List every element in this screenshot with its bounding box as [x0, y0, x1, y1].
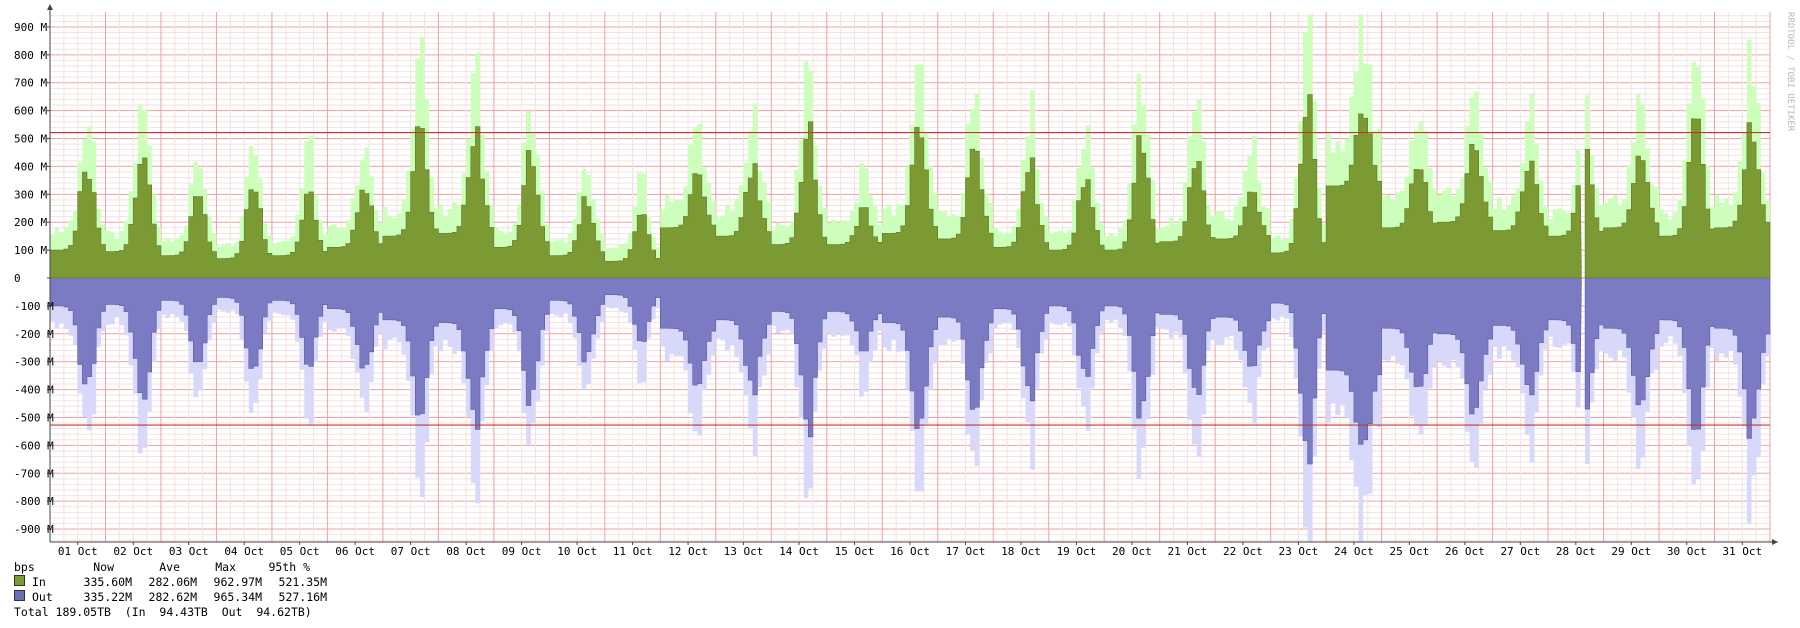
legend-total: Total 189.05TB (In 94.43TB Out 94.62TB) [14, 605, 312, 619]
x-tick-label: 23 Oct [1279, 545, 1319, 558]
x-tick-label: 26 Oct [1445, 545, 1485, 558]
y-tick-label: 600 M [14, 105, 47, 118]
x-tick-label: 30 Oct [1667, 545, 1707, 558]
y-tick-label: 500 M [14, 133, 47, 146]
series-in [49, 94, 1771, 279]
x-tick-label: 17 Oct [946, 545, 986, 558]
legend-out-p95: 527.16M [278, 590, 327, 604]
x-tick-label: 18 Oct [1001, 545, 1041, 558]
x-tick-label: 01 Oct [58, 545, 98, 558]
legend-label-out: Out [32, 590, 53, 604]
x-tick-label: 16 Oct [890, 545, 930, 558]
legend-col-max: Max [215, 560, 236, 574]
x-axis-ticks: 01 Oct 02 Oct 03 Oct 04 Oct 05 Oct 06 Oct 07 O… [58, 542, 1762, 558]
legend-col-p95: 95th % [268, 560, 310, 574]
x-tick-label: 12 Oct [668, 545, 708, 558]
x-tick-label: 27 Oct [1500, 545, 1540, 558]
x-tick-label: 08 Oct [446, 545, 486, 558]
legend-out-now: 335.22M [83, 590, 132, 604]
legend-label-in: In [32, 575, 46, 589]
y-tick-label: -100 M [14, 300, 54, 313]
y-tick-label: 200 M [14, 216, 47, 229]
legend-header: bps Now Ave Max 95th % [14, 560, 327, 575]
legend-col-ave: Ave [159, 560, 180, 574]
y-tick-label: 800 M [14, 49, 47, 62]
x-tick-label: 14 Oct [779, 545, 819, 558]
x-tick-label: 25 Oct [1389, 545, 1429, 558]
x-tick-label: 13 Oct [724, 545, 764, 558]
legend-out-max: 965.34M [213, 590, 262, 604]
legend-in-now: 335.60M [83, 575, 132, 589]
legend-row-out: Out 335.22M 282.62M 965.34M 527.16M [14, 590, 327, 605]
x-tick-label: 04 Oct [224, 545, 264, 558]
y-tick-label: 400 M [14, 160, 47, 173]
x-tick-label: 10 Oct [557, 545, 597, 558]
x-tick-label: 02 Oct [113, 545, 153, 558]
legend: bps Now Ave Max 95th % In 335.60M 282.06… [14, 560, 327, 620]
y-tick-label: 900 M [14, 21, 47, 34]
x-tick-label: 28 Oct [1556, 545, 1596, 558]
legend-in-p95: 521.35M [278, 575, 327, 589]
x-tick-label: 29 Oct [1611, 545, 1651, 558]
y-axis-arrow [47, 4, 53, 10]
x-tick-label: 09 Oct [502, 545, 542, 558]
x-tick-label: 20 Oct [1112, 545, 1152, 558]
legend-unit: bps [14, 560, 35, 574]
y-tick-label: -800 M [14, 495, 54, 508]
legend-swatch-in [14, 575, 25, 586]
percentile-lines [50, 131, 1770, 426]
y-tick-label: 300 M [14, 188, 47, 201]
legend-col-now: Now [93, 560, 114, 574]
traffic-chart: 900 M 800 M 700 M 600 M 500 M 400 M 300 M 200 M… [14, 4, 1795, 558]
chart-areas [49, 14, 1771, 542]
x-tick-label: 06 Oct [335, 545, 375, 558]
y-tick-label: -700 M [14, 467, 54, 480]
y-axis-ticks: 900 M 800 M 700 M 600 M 500 M 400 M 300 M 200 M… [14, 21, 54, 536]
x-axis-arrow [1772, 539, 1778, 545]
legend-swatch-out [14, 590, 25, 601]
x-tick-label: 15 Oct [835, 545, 875, 558]
x-tick-label: 11 Oct [613, 545, 653, 558]
legend-in-max: 962.97M [213, 575, 262, 589]
y-tick-label: -400 M [14, 384, 54, 397]
x-tick-label: 31 Oct [1722, 545, 1762, 558]
chart-axes [47, 4, 1778, 545]
x-tick-label: 03 Oct [169, 545, 209, 558]
y-tick-label: 100 M [14, 244, 47, 257]
y-tick-label: -500 M [14, 411, 54, 424]
legend-row-in: In 335.60M 282.06M 962.97M 521.35M [14, 575, 327, 590]
y-tick-label: -200 M [14, 328, 54, 341]
y-tick-label: 0 [14, 272, 21, 285]
series-out [49, 277, 1771, 465]
y-tick-label: -300 M [14, 356, 54, 369]
x-tick-label: 07 Oct [391, 545, 431, 558]
y-tick-label: 700 M [14, 77, 47, 90]
x-tick-label: 05 Oct [280, 545, 320, 558]
y-tick-label: -600 M [14, 439, 54, 452]
watermark: RRDTOOL / TOBI OETIKER [1785, 12, 1795, 132]
x-tick-label: 19 Oct [1057, 545, 1097, 558]
legend-in-ave: 282.06M [148, 575, 197, 589]
legend-out-ave: 282.62M [148, 590, 197, 604]
y-tick-label: -900 M [14, 523, 54, 536]
x-tick-label: 21 Oct [1168, 545, 1208, 558]
x-tick-label: 24 Oct [1334, 545, 1374, 558]
x-tick-label: 22 Oct [1223, 545, 1263, 558]
